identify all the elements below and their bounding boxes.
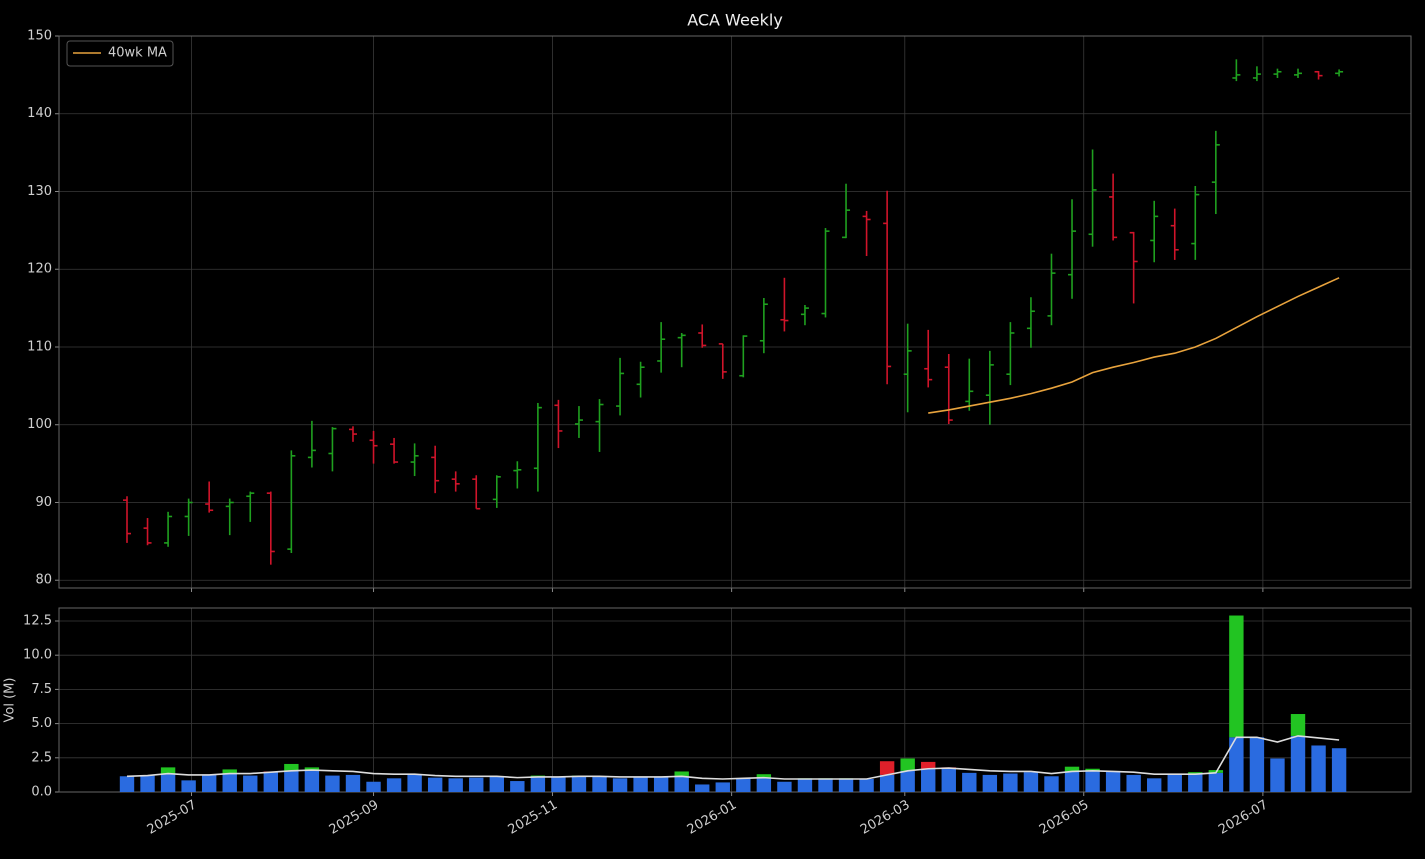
volume-bar <box>900 770 915 792</box>
volume-bar <box>818 779 833 792</box>
volume-bar-excess <box>160 767 176 774</box>
volume-bar <box>592 776 607 792</box>
volume-bar <box>366 781 381 792</box>
legend-box <box>66 40 174 67</box>
volume-bar-excess <box>1229 615 1244 738</box>
volume-bar <box>797 779 813 792</box>
volume-bar-excess <box>304 767 320 771</box>
volume-bar <box>1126 774 1141 792</box>
volume-bar <box>695 784 710 792</box>
volume-bar <box>756 777 772 792</box>
y-tick-label: 130 <box>27 184 52 199</box>
volume-average-line <box>126 735 1340 780</box>
volume-bar-excess <box>756 774 772 778</box>
volume-bar <box>1188 774 1203 792</box>
y-tick-label: 90 <box>35 495 52 510</box>
volume-bar <box>1290 735 1306 792</box>
volume-bar <box>469 777 484 792</box>
volume-bar <box>1064 771 1080 792</box>
y-tick-label: 110 <box>27 339 52 354</box>
volume-bar <box>612 778 628 792</box>
volume-bar <box>633 776 648 792</box>
volume-bar <box>1003 773 1018 792</box>
volume-bar <box>119 776 135 792</box>
volume-bar <box>1331 748 1347 792</box>
volume-bar <box>263 772 278 792</box>
volume-bar <box>181 780 196 792</box>
volume-bar <box>1311 745 1326 792</box>
volume-bar <box>551 776 566 792</box>
volume-bar <box>1023 772 1039 792</box>
volume-bar-excess <box>1290 714 1306 736</box>
volume-bar <box>1229 737 1244 792</box>
volume-bar <box>859 779 874 792</box>
volume-bar-excess <box>921 761 936 769</box>
y-tick-label: 5.0 <box>31 716 52 731</box>
y-tick-label: 80 <box>35 573 52 588</box>
volume-bar-excess <box>674 771 689 777</box>
volume-bar <box>838 779 854 792</box>
volume-bar-excess <box>900 758 915 771</box>
volume-bar-excess <box>222 769 237 774</box>
plot-frame <box>58 607 1412 793</box>
volume-bar-excess <box>1085 768 1100 771</box>
y-tick-label: 120 <box>27 262 52 277</box>
volume-bar <box>160 773 176 792</box>
volume-bar <box>243 775 258 792</box>
volume-bar <box>448 778 463 792</box>
volume-bar <box>674 776 689 792</box>
volume-bar <box>777 781 792 792</box>
volume-bar <box>427 777 443 792</box>
volume-bar <box>1249 737 1265 792</box>
volume-bar <box>653 776 669 792</box>
y-tick-label: 12.5 <box>23 613 52 628</box>
volume-bar <box>1085 770 1100 792</box>
volume-bar-excess <box>879 761 895 775</box>
volume-bar <box>325 775 340 792</box>
legend-label: 40wk MA <box>108 46 167 61</box>
volume-bar <box>879 774 895 792</box>
y-axis-label: Vol (M) <box>3 678 18 723</box>
y-tick-label: 150 <box>27 29 52 44</box>
volume-bar <box>715 782 730 792</box>
volume-bar-excess <box>1064 766 1080 772</box>
y-tick-label: 10.0 <box>23 648 52 663</box>
volume-bar <box>345 774 361 792</box>
volume-bar <box>921 768 936 792</box>
volume-bar-excess <box>1188 772 1203 775</box>
volume-bar <box>386 778 402 792</box>
volume-bar <box>222 773 237 792</box>
volume-bar <box>736 778 751 792</box>
y-tick-label: 0.0 <box>31 785 52 800</box>
volume-bar <box>530 776 546 792</box>
volume-bar <box>510 781 525 792</box>
volume-bar <box>407 774 422 792</box>
y-tick-label: 2.5 <box>31 750 52 765</box>
y-tick-label: 100 <box>27 417 52 432</box>
volume-bar <box>201 774 217 792</box>
chart-title: ACA Weekly <box>687 11 783 30</box>
moving-average-line <box>928 277 1340 414</box>
volume-bar <box>941 768 956 792</box>
volume-bar <box>1147 778 1162 792</box>
volume-bar <box>284 770 299 792</box>
volume-bar <box>140 775 155 792</box>
volume-bar <box>304 770 320 792</box>
volume-bar <box>571 776 587 792</box>
volume-bar <box>489 776 504 792</box>
volume-bar <box>1044 776 1059 792</box>
volume-bar <box>962 772 977 792</box>
volume-bar <box>1208 772 1224 792</box>
volume-bar <box>1167 774 1182 792</box>
volume-bar <box>1270 758 1285 792</box>
plot-frame <box>58 35 1412 589</box>
volume-bar-excess <box>284 763 299 771</box>
volume-bar <box>1105 771 1121 792</box>
y-tick-label: 140 <box>27 106 52 121</box>
y-tick-label: 7.5 <box>31 682 52 697</box>
volume-bar <box>982 774 998 792</box>
